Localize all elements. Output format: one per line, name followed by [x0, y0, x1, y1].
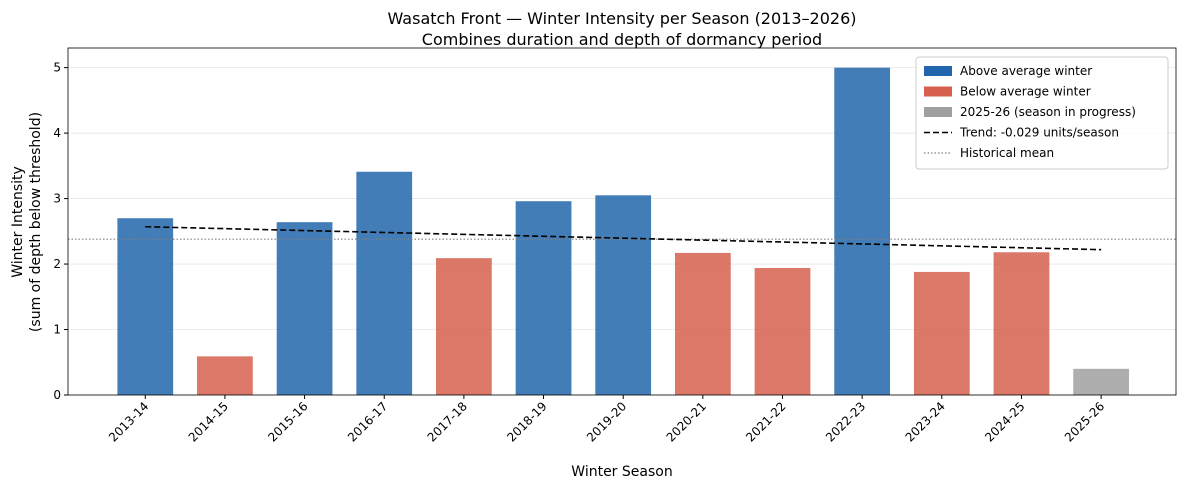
- y-tick-label: 3: [53, 192, 61, 206]
- trend-line: [145, 225, 1102, 251]
- x-tick-label: 2016-17: [345, 399, 390, 444]
- legend-label: Historical mean: [960, 146, 1054, 160]
- y-tick-label: 5: [53, 61, 61, 75]
- x-tick-label: 2019-20: [584, 399, 629, 444]
- chart-title: Wasatch Front — Winter Intensity per Sea…: [388, 9, 857, 28]
- x-axis-label: Winter Season: [571, 464, 672, 480]
- legend-label: Above average winter: [960, 64, 1092, 78]
- bar: [356, 171, 413, 395]
- bar: [436, 258, 492, 395]
- y-tick-label: 0: [53, 388, 61, 402]
- bar: [595, 195, 652, 395]
- x-tick-label: 2021-22: [743, 399, 788, 444]
- bar: [913, 271, 970, 395]
- bar: [276, 222, 333, 395]
- y-tick-label: 2: [53, 257, 61, 271]
- x-tick-label: 2014-15: [186, 399, 231, 444]
- y-axis-label: (sum of depth below threshold): [28, 112, 44, 332]
- legend-box: [915, 56, 1169, 170]
- bar: [197, 356, 253, 395]
- y-tick-label: 4: [53, 126, 61, 140]
- bar: [1073, 368, 1130, 395]
- bar: [674, 252, 731, 395]
- x-tick-label: 2020-21: [664, 399, 709, 444]
- bar: [834, 67, 891, 395]
- y-tick-label: 1: [53, 323, 61, 337]
- x-tick-label: 2015-16: [265, 399, 310, 444]
- legend-swatch: [924, 107, 952, 117]
- x-tick-label: 2013-14: [106, 399, 151, 444]
- legend: Above average winter Below average winter…: [915, 56, 1169, 170]
- legend-swatch: [924, 86, 952, 97]
- x-tick-label: 2022-23: [823, 399, 868, 444]
- chart-subtitle: Combines duration and depth of dormancy …: [422, 30, 822, 49]
- legend-label: 2025-26 (season in progress): [960, 105, 1136, 119]
- bar: [754, 267, 811, 395]
- plot-frame: [67, 47, 1177, 396]
- x-tick-label: 2017-18: [425, 399, 470, 444]
- legend-swatch: [924, 66, 952, 76]
- x-tick-label: 2024-25: [982, 399, 1027, 444]
- legend-label: Trend: -0.029 units/season: [959, 126, 1119, 140]
- bar: [515, 201, 572, 395]
- x-tick-label: 2018-19: [504, 399, 549, 444]
- legend-label: Below average winter: [960, 85, 1091, 99]
- bar: [993, 252, 1050, 395]
- x-tick-label: 2023-24: [903, 399, 948, 444]
- y-axis-label: Winter Intensity: [10, 166, 26, 278]
- bar: [117, 218, 174, 395]
- x-tick-label: 2025-26: [1062, 399, 1107, 444]
